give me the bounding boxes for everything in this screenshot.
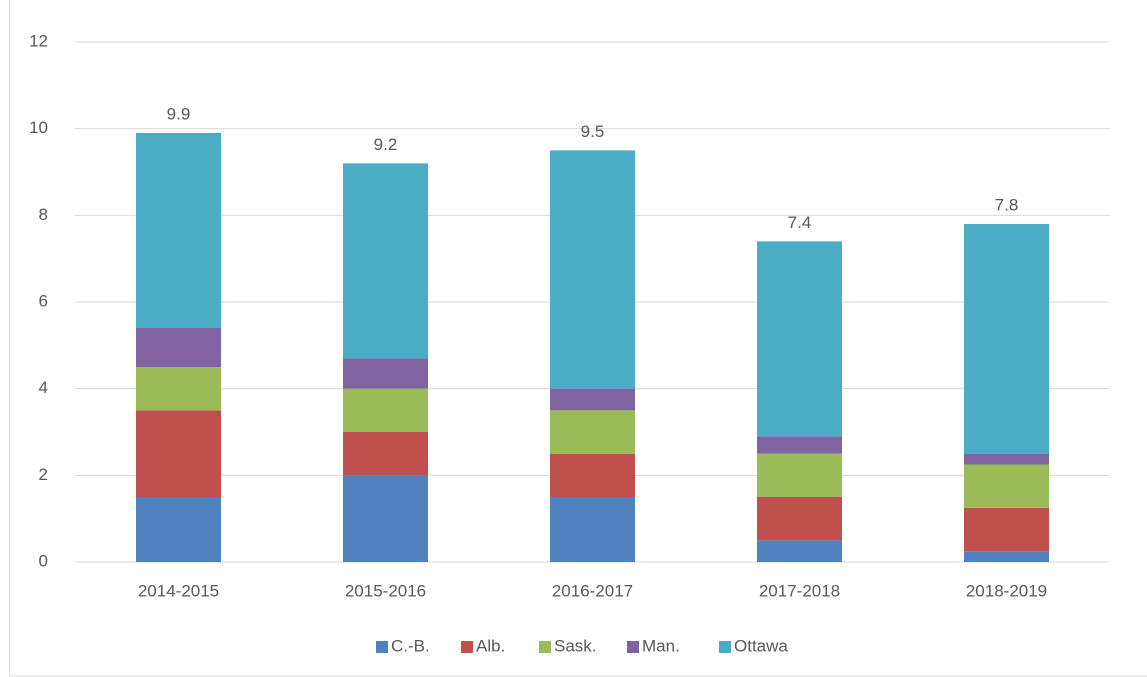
bar-segment	[964, 551, 1049, 562]
bar-segment	[550, 497, 635, 562]
y-tick-label: 10	[29, 118, 48, 137]
bar-segment	[550, 150, 635, 389]
bar-segment	[964, 464, 1049, 508]
x-tick-label: 2014-2015	[138, 581, 219, 600]
x-tick-label: 2018-2019	[966, 581, 1047, 600]
legend-swatch	[539, 641, 551, 653]
bar-segment	[550, 453, 635, 497]
legend-label: C.-B.	[391, 636, 430, 655]
y-tick-label: 4	[39, 378, 48, 397]
legend-swatch	[627, 641, 639, 653]
x-tick-label: 2017-2018	[759, 581, 840, 600]
bar-segment	[343, 388, 428, 432]
bar-segment	[757, 241, 842, 437]
y-tick-label: 6	[39, 291, 48, 310]
bar-segment	[343, 163, 428, 359]
total-label: 7.4	[788, 213, 812, 232]
y-tick-label: 12	[29, 31, 48, 50]
bar-segment	[964, 224, 1049, 454]
bar-segment	[757, 497, 842, 541]
chart-frame	[9, 0, 1147, 677]
legend-label: Sask.	[554, 636, 597, 655]
legend-swatch	[461, 641, 473, 653]
bar-segment	[550, 410, 635, 454]
y-tick-label: 0	[39, 551, 48, 570]
total-label: 9.9	[167, 104, 191, 123]
bar-segment	[136, 367, 221, 411]
legend-label: Ottawa	[734, 636, 788, 655]
bar-segment	[136, 497, 221, 562]
y-tick-label: 8	[39, 205, 48, 224]
legend-label: Man.	[642, 636, 680, 655]
total-label: 9.5	[581, 122, 605, 141]
bar-segment	[964, 453, 1049, 465]
bar-segment	[964, 507, 1049, 552]
bar-segment	[757, 453, 842, 497]
bar-segment	[343, 475, 428, 562]
bar-segment	[757, 436, 842, 454]
legend-label: Alb.	[476, 636, 505, 655]
x-tick-label: 2016-2017	[552, 581, 633, 600]
bar-segment	[136, 410, 221, 497]
bar-segment	[136, 328, 221, 367]
total-label: 9.2	[374, 135, 398, 154]
bar-segment	[343, 358, 428, 389]
bar-segment	[343, 432, 428, 476]
bar-segment	[550, 388, 635, 411]
x-tick-label: 2015-2016	[345, 581, 426, 600]
y-tick-label: 2	[39, 465, 48, 484]
bar-segment	[136, 133, 221, 328]
total-label: 7.8	[995, 195, 1019, 214]
legend-swatch	[719, 641, 731, 653]
bar-segment	[757, 540, 842, 562]
legend-swatch	[376, 641, 388, 653]
